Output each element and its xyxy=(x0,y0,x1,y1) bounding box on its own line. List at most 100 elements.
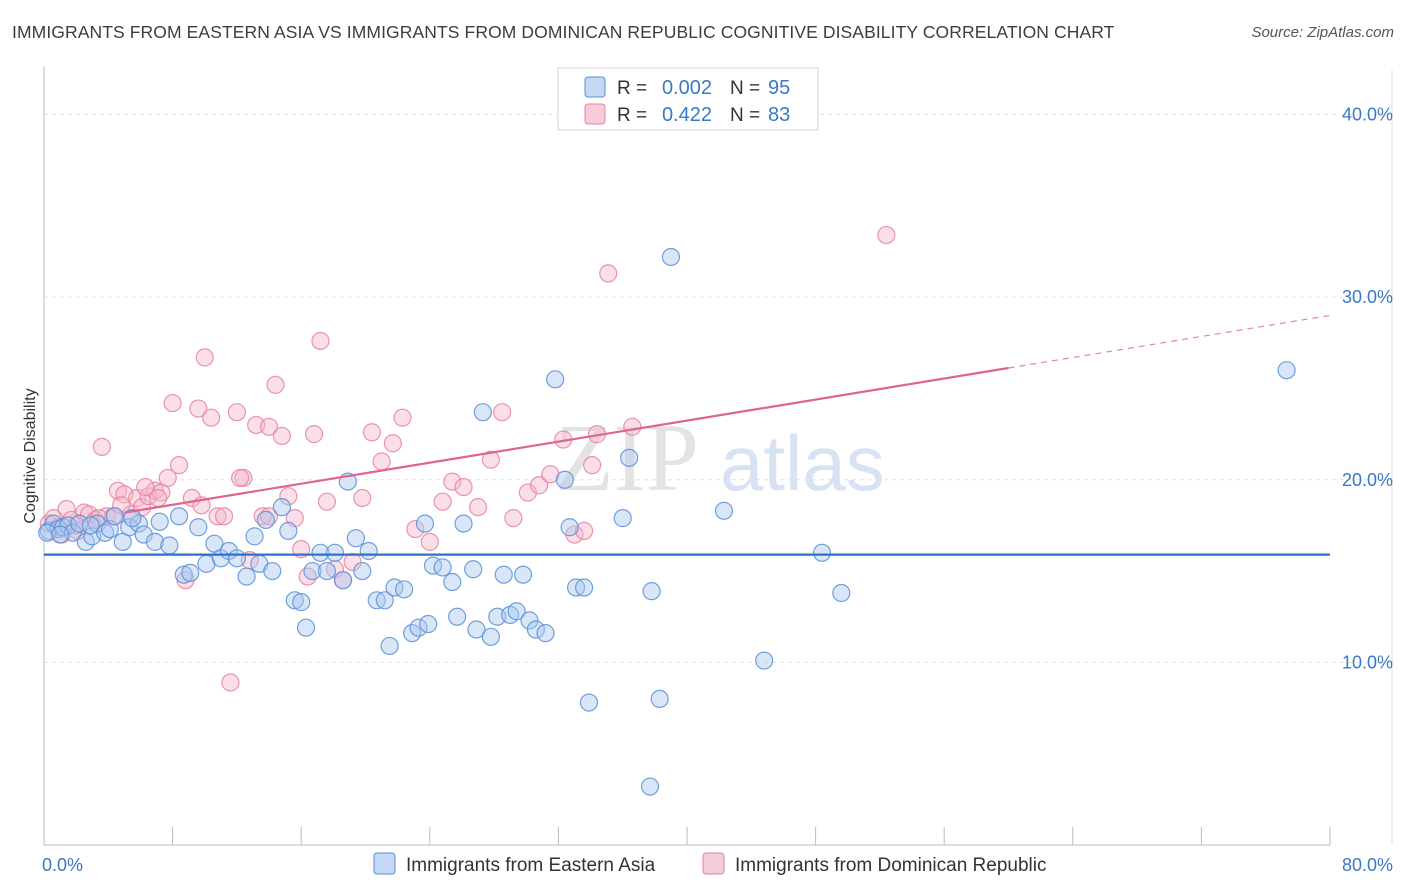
legend-r-value: 0.422 xyxy=(662,104,712,126)
data-point xyxy=(481,627,500,646)
data-point xyxy=(536,624,555,643)
legend-n-value: 95 xyxy=(768,77,790,99)
data-point xyxy=(245,527,264,546)
data-point xyxy=(375,591,394,610)
data-point xyxy=(372,452,391,471)
data-point xyxy=(50,525,70,544)
data-point xyxy=(623,417,642,436)
data-point xyxy=(317,492,337,511)
data-point xyxy=(575,578,594,597)
data-point xyxy=(642,582,661,601)
legend-r-value: 0.002 xyxy=(662,77,712,99)
data-point xyxy=(44,514,63,533)
series-legend: Immigrants from Eastern Asia Immigrants f… xyxy=(373,852,1047,876)
data-point xyxy=(359,541,378,561)
data-point xyxy=(181,563,200,582)
trend-line xyxy=(124,366,1009,514)
legend-swatch xyxy=(702,852,725,875)
data-point xyxy=(333,571,353,590)
data-point xyxy=(877,225,896,245)
data-point xyxy=(317,561,337,581)
data-point xyxy=(123,509,142,528)
data-point xyxy=(81,516,100,535)
data-point xyxy=(526,620,545,639)
legend-swatch xyxy=(373,852,396,875)
data-point xyxy=(39,514,58,533)
data-point xyxy=(464,560,483,579)
data-point xyxy=(555,470,574,489)
data-point xyxy=(169,507,189,526)
data-point xyxy=(433,558,452,577)
data-point xyxy=(296,618,316,637)
x-tick-label: 80.0% xyxy=(1342,855,1393,875)
data-point xyxy=(227,549,246,568)
watermark-atlas: atlas xyxy=(720,419,885,507)
data-point xyxy=(714,501,734,520)
data-point xyxy=(1277,361,1296,380)
watermark: ZIP atlas xyxy=(555,404,885,511)
data-point xyxy=(304,425,324,444)
data-point xyxy=(530,476,549,495)
data-point xyxy=(221,673,240,692)
data-point xyxy=(256,510,275,530)
data-point xyxy=(105,507,124,526)
data-point xyxy=(325,543,345,562)
data-point xyxy=(343,552,362,572)
data-point xyxy=(272,498,292,517)
y-tick-label: 20.0% xyxy=(1342,470,1393,490)
data-point xyxy=(640,777,660,796)
data-point xyxy=(311,543,330,562)
data-point xyxy=(513,565,533,584)
data-point xyxy=(160,536,179,555)
data-point xyxy=(504,509,523,528)
legend-n-label: N = xyxy=(730,78,760,99)
y-tick-label: 40.0% xyxy=(1342,105,1393,125)
trend-line-extension xyxy=(1008,314,1331,369)
data-point xyxy=(174,565,193,584)
data-point xyxy=(145,532,165,551)
legend-swatch xyxy=(584,76,606,98)
correlation-legend: R = 0.002 N = 95 R = 0.422 N = 83 xyxy=(557,67,819,131)
x-tick-labels: 0.0% 80.0% xyxy=(42,855,1393,875)
legend-r-label: R = xyxy=(617,105,647,126)
data-point xyxy=(92,437,111,456)
data-point xyxy=(420,532,439,551)
data-point xyxy=(362,423,382,442)
data-point xyxy=(136,477,155,497)
data-point xyxy=(311,331,330,351)
data-point xyxy=(579,693,599,712)
data-point xyxy=(415,514,435,533)
data-point xyxy=(433,492,452,511)
data-point xyxy=(237,567,256,586)
series-eastern-asia xyxy=(38,247,1296,796)
axes xyxy=(43,66,1393,846)
data-point xyxy=(163,393,182,413)
data-point xyxy=(467,620,486,639)
data-point xyxy=(158,468,177,488)
data-point xyxy=(150,512,169,531)
data-point xyxy=(353,488,372,508)
data-point xyxy=(650,689,669,709)
data-point xyxy=(346,529,365,548)
data-point xyxy=(546,370,565,389)
data-point xyxy=(394,580,414,599)
legend-n-label: N = xyxy=(730,105,760,126)
data-point xyxy=(599,264,618,283)
trend-lines xyxy=(44,314,1331,556)
data-point xyxy=(454,514,473,533)
source-credit: Source: ZipAtlas.com xyxy=(1251,24,1394,41)
data-point xyxy=(448,607,467,626)
data-point xyxy=(468,498,488,517)
data-point xyxy=(494,565,513,584)
data-point xyxy=(214,507,234,526)
data-point xyxy=(443,572,462,592)
legend-swatch xyxy=(584,103,606,125)
data-point xyxy=(169,456,189,475)
data-point xyxy=(227,403,246,422)
data-point xyxy=(292,593,311,612)
y-axis-label: Cognitive Disability xyxy=(22,388,39,523)
data-point xyxy=(202,408,221,427)
y-tick-label: 30.0% xyxy=(1342,287,1393,307)
data-point xyxy=(279,521,298,540)
data-point xyxy=(263,561,282,581)
